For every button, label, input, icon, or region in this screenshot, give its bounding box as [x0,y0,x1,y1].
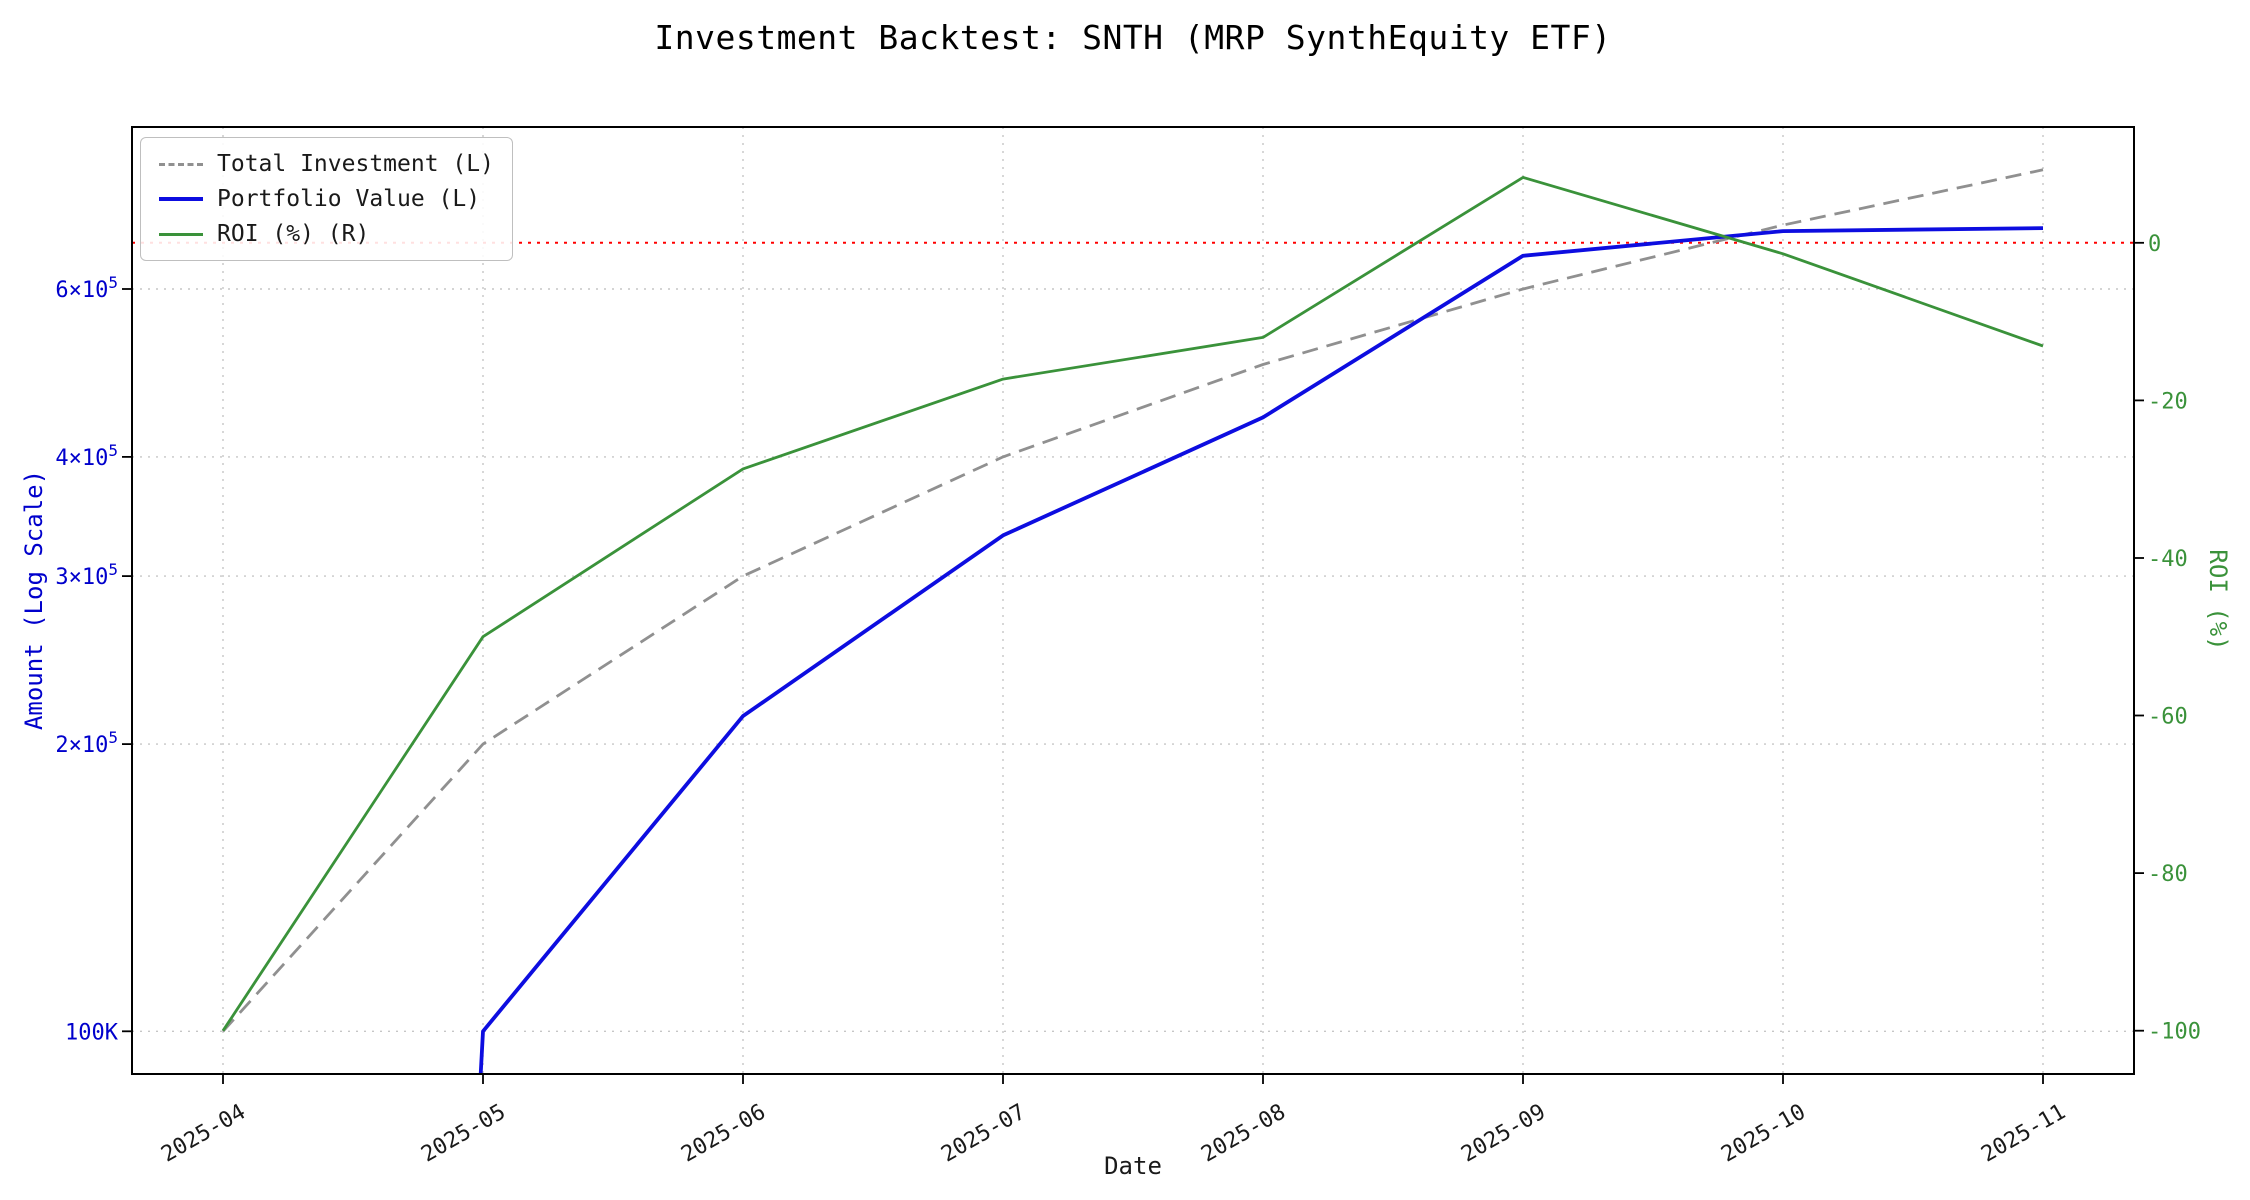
left-tick-label: 6×105 [55,273,118,303]
plot-background [132,127,2134,1074]
legend-line-sample [159,197,203,201]
legend-item: Portfolio Value (L) [159,186,494,212]
legend-label: Portfolio Value (L) [217,186,481,212]
right-tick-label: 0 [2148,232,2161,257]
x-tick-label: 2025-09 [1457,1100,1550,1168]
legend: Total Investment (L) Portfolio Value (L) R… [140,137,513,261]
gridlines [132,127,2134,1074]
right-axis-title: ROI (%) [2204,549,2232,651]
legend-item: Total Investment (L) [159,151,494,177]
x-tick-label: 2025-10 [1717,1100,1810,1168]
left-tick-label: 2×105 [55,728,118,758]
right-tick-label: -60 [2148,705,2188,730]
x-tick-label: 2025-08 [1197,1100,1290,1168]
legend-label: ROI (%) (R) [217,221,370,247]
x-tick-label: 2025-05 [417,1100,510,1168]
x-tick-label: 2025-11 [1977,1100,2070,1168]
right-tick-label: -100 [2148,1020,2201,1045]
series-roi-r [221,175,2044,1032]
chart-title: Investment Backtest: SNTH (MRP SynthEqui… [654,18,1612,57]
left-tick-label: 100K [65,1020,119,1045]
legend-line-sample [159,232,203,236]
x-tick-label: 2025-06 [677,1100,770,1168]
left-axis-title: Amount (Log Scale) [20,469,48,731]
right-tick-label: -20 [2148,389,2188,414]
series-portfolio-value-l [478,226,2044,1074]
left-tick-label: 3×105 [55,560,118,590]
legend-item: ROI (%) (R) [159,221,494,247]
left-tick-label: 4×105 [55,441,118,471]
x-tick-label: 2025-04 [157,1100,250,1168]
right-tick-label: -40 [2148,547,2188,572]
right-tick-label: -80 [2148,862,2188,887]
plot-border [131,126,2135,1075]
legend-label: Total Investment (L) [217,151,494,177]
x-axis-title: Date [1104,1152,1162,1180]
x-tick-label: 2025-07 [937,1100,1030,1168]
legend-line-sample [159,162,203,166]
tick-marks [122,241,2144,1084]
